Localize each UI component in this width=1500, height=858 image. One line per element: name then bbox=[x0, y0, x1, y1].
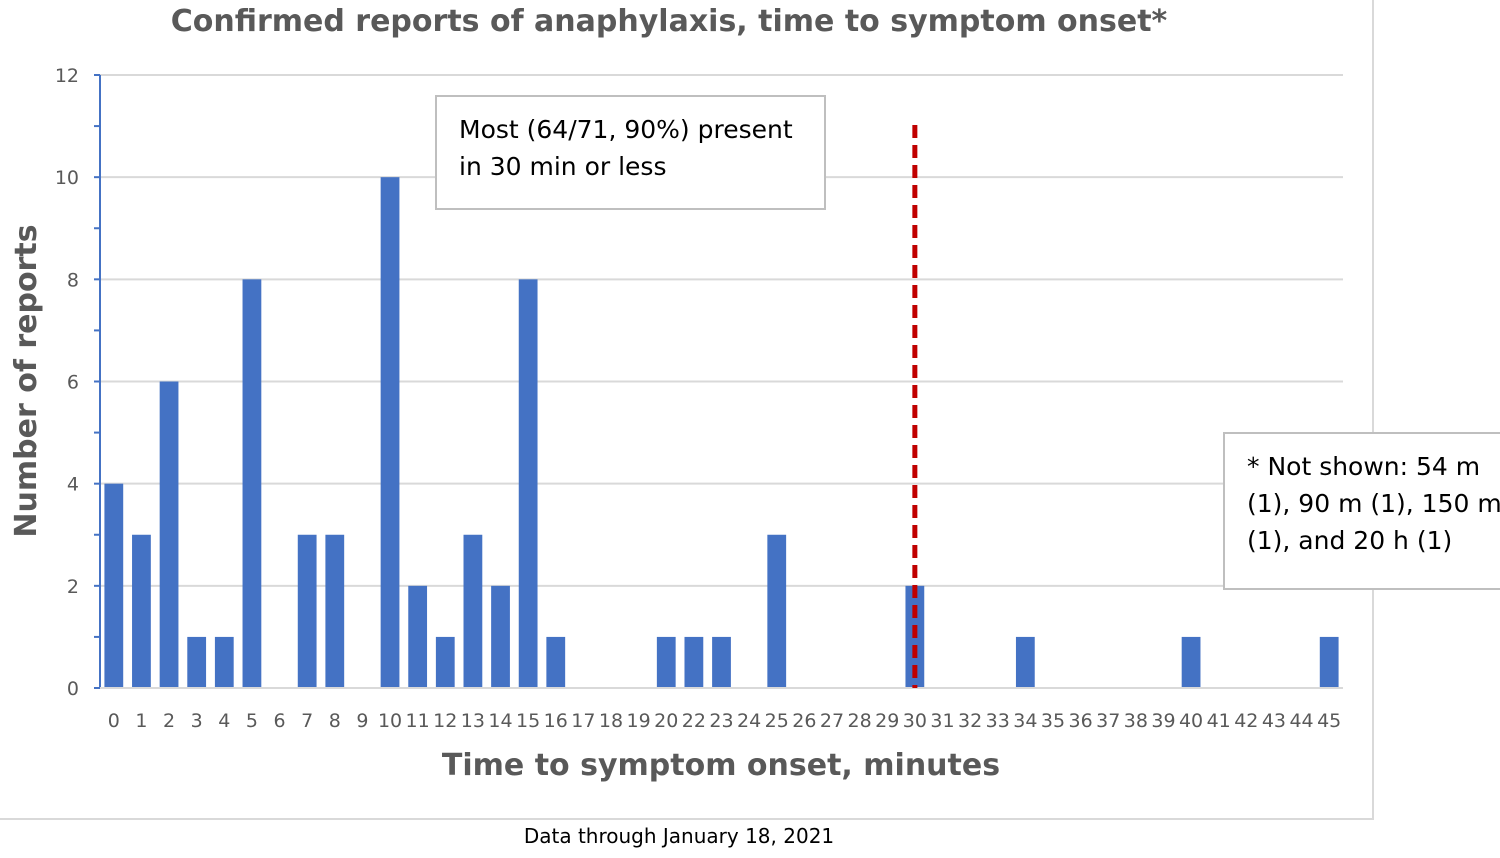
x-tick-label: 1 bbox=[135, 710, 147, 732]
x-tick-label: 32 bbox=[958, 710, 982, 732]
x-axis-title: Time to symptom onset, minutes bbox=[442, 748, 1000, 783]
y-tick-label: 6 bbox=[67, 372, 79, 394]
x-tick-label: 3 bbox=[191, 710, 203, 732]
bar-4 bbox=[214, 636, 234, 688]
annotation-note-line-2: (1), 90 m (1), 150 m bbox=[1247, 489, 1500, 518]
bar-0 bbox=[104, 483, 124, 688]
annotation-main-line-1: Most (64/71, 90%) present bbox=[459, 115, 793, 144]
bar-13 bbox=[463, 534, 483, 688]
x-tick-label: 6 bbox=[273, 710, 285, 732]
bar-20 bbox=[656, 636, 676, 688]
bar-16 bbox=[546, 636, 566, 688]
annotation-main-line-2: in 30 min or less bbox=[459, 152, 667, 181]
annotation-note-line-1: * Not shown: 54 m bbox=[1247, 452, 1481, 481]
x-tick-label: 17 bbox=[571, 710, 595, 732]
y-tick-labels: 0 2 4 6 8 10 12 bbox=[55, 65, 79, 700]
x-tick-label: 29 bbox=[875, 710, 899, 732]
bar-23 bbox=[712, 636, 731, 688]
y-tick-label: 8 bbox=[67, 269, 79, 291]
x-tick-label: 8 bbox=[329, 710, 341, 732]
bar-10 bbox=[380, 177, 400, 688]
y-tick-label: 2 bbox=[67, 576, 79, 598]
x-tick-label: 4 bbox=[218, 710, 230, 732]
x-tick-label: 35 bbox=[1041, 710, 1065, 732]
bar-11 bbox=[408, 585, 428, 688]
x-tick-label: 26 bbox=[792, 710, 816, 732]
y-tick-label: 10 bbox=[55, 167, 79, 189]
x-tick-label: 12 bbox=[433, 710, 457, 732]
annotation-box-main: Most (64/71, 90%) present in 30 min or l… bbox=[435, 95, 826, 210]
chart-frame bbox=[0, 0, 1374, 820]
x-tick-label: 19 bbox=[627, 710, 651, 732]
x-tick-label: 37 bbox=[1096, 710, 1120, 732]
bar-7 bbox=[297, 534, 317, 688]
x-tick-labels: 0 1 2 3 4 5 6 7 8 9 10 11 12 13 14 15 16 17 18 19 20 22 23 24 25… bbox=[108, 710, 1342, 732]
x-tick-label: 13 bbox=[461, 710, 485, 732]
x-tick-label: 9 bbox=[356, 710, 368, 732]
bar-15 bbox=[518, 279, 538, 688]
x-tick-label: 10 bbox=[378, 710, 402, 732]
y-tick-label: 4 bbox=[67, 474, 79, 496]
bar-25 bbox=[767, 534, 787, 688]
x-tick-label: 45 bbox=[1317, 710, 1341, 732]
bar-22 bbox=[684, 636, 704, 688]
x-tick-label: 23 bbox=[709, 710, 733, 732]
bars bbox=[104, 177, 1339, 688]
bar-40 bbox=[1181, 636, 1201, 688]
x-tick-label: 40 bbox=[1179, 710, 1203, 732]
x-tick-label: 38 bbox=[1124, 710, 1148, 732]
x-tick-label: 0 bbox=[108, 710, 120, 732]
annotation-note-line-3: (1), and 20 h (1) bbox=[1247, 526, 1453, 555]
bar-14 bbox=[491, 585, 510, 688]
x-tick-label: 33 bbox=[986, 710, 1010, 732]
bar-34 bbox=[1015, 636, 1035, 688]
x-tick-label: 20 bbox=[654, 710, 678, 732]
x-tick-label: 18 bbox=[599, 710, 623, 732]
bar-2 bbox=[159, 381, 179, 688]
x-tick-label: 36 bbox=[1068, 710, 1092, 732]
bar-3 bbox=[187, 636, 207, 688]
x-tick-label: 15 bbox=[516, 710, 540, 732]
bar-45 bbox=[1319, 636, 1339, 688]
x-tick-label: 30 bbox=[903, 710, 927, 732]
y-tick-label: 12 bbox=[55, 65, 79, 87]
x-tick-label: 43 bbox=[1262, 710, 1286, 732]
axes bbox=[94, 74, 1343, 689]
x-tick-label: 14 bbox=[488, 710, 512, 732]
x-tick-label: 22 bbox=[682, 710, 706, 732]
x-tick-label: 27 bbox=[820, 710, 844, 732]
x-tick-label: 41 bbox=[1207, 710, 1231, 732]
bar-12 bbox=[435, 636, 455, 688]
x-tick-label: 2 bbox=[163, 710, 175, 732]
x-tick-label: 24 bbox=[737, 710, 761, 732]
x-tick-label: 42 bbox=[1234, 710, 1258, 732]
x-tick-label: 31 bbox=[930, 710, 954, 732]
bar-1 bbox=[132, 534, 151, 688]
x-tick-label: 28 bbox=[848, 710, 872, 732]
y-tick-label: 0 bbox=[67, 678, 79, 700]
bar-5 bbox=[242, 279, 262, 688]
annotation-box-note: * Not shown: 54 m (1), 90 m (1), 150 m (… bbox=[1223, 432, 1500, 590]
chart-title: Confirmed reports of anaphylaxis, time t… bbox=[171, 4, 1168, 39]
x-tick-label: 7 bbox=[301, 710, 313, 732]
x-tick-label: 34 bbox=[1013, 710, 1037, 732]
x-tick-label: 25 bbox=[765, 710, 789, 732]
x-tick-label: 11 bbox=[406, 710, 430, 732]
x-tick-label: 39 bbox=[1151, 710, 1175, 732]
footnote: Data through January 18, 2021 bbox=[523, 824, 835, 848]
y-axis-title: Number of reports bbox=[9, 224, 44, 537]
bar-8 bbox=[325, 534, 345, 688]
x-tick-label: 16 bbox=[544, 710, 568, 732]
x-tick-label: 5 bbox=[246, 710, 258, 732]
x-tick-label: 44 bbox=[1289, 710, 1313, 732]
